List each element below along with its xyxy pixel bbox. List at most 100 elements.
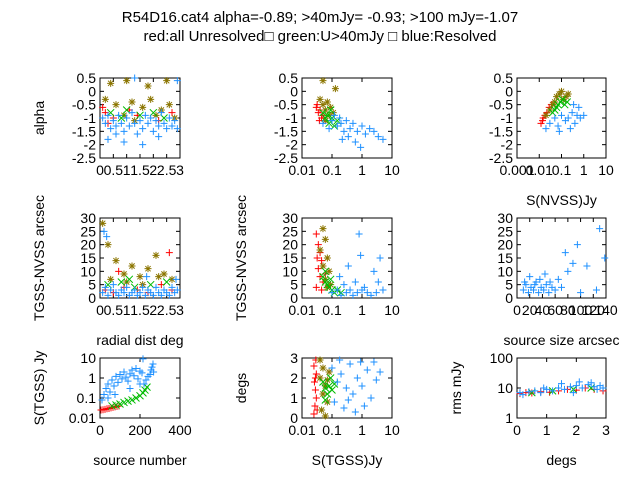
data-point-blue xyxy=(328,117,336,125)
y-tick-label: 25 xyxy=(282,223,298,239)
data-point-red xyxy=(115,267,123,275)
data-point-blue xyxy=(363,289,371,297)
data-point-olive xyxy=(139,103,147,111)
data-point-red xyxy=(165,249,173,257)
data-point-olive xyxy=(107,275,115,283)
data-point-blue xyxy=(570,101,578,109)
data-point-green xyxy=(326,374,335,382)
data-point-blue xyxy=(592,286,600,294)
data-point-olive xyxy=(323,98,331,106)
data-point-olive xyxy=(104,241,112,249)
data-point-blue xyxy=(99,289,107,297)
y-tick-label: 25 xyxy=(80,223,96,239)
y-tick-label: 10 xyxy=(80,263,96,279)
x-tick-label: 1 xyxy=(358,422,366,438)
y-tick-label: 25 xyxy=(497,223,513,239)
data-point-blue xyxy=(349,291,357,299)
data-point-blue xyxy=(357,358,365,366)
panel-p7: 0 200 400 10 1 0.1 0.01 source number S(TGSS) Jy xyxy=(31,350,192,468)
x-tick-label: 0.001 xyxy=(499,162,534,178)
x-axis-label: source number xyxy=(93,452,187,468)
y-tick-label: 5 xyxy=(290,277,298,293)
data-point-blue xyxy=(130,372,138,380)
data-point-blue xyxy=(120,368,128,376)
x-tick-label: 0 xyxy=(96,162,104,178)
data-point-blue xyxy=(128,109,136,117)
data-point-blue xyxy=(328,289,336,297)
y-tick-label: -1 xyxy=(501,110,514,126)
data-point-blue xyxy=(144,119,152,127)
x-tick-label: 0 xyxy=(96,302,104,318)
data-point-blue xyxy=(587,379,595,387)
data-point-blue xyxy=(120,289,128,297)
y-tick-label: 10 xyxy=(80,350,96,366)
data-point-green xyxy=(162,278,171,286)
data-point-blue xyxy=(146,370,154,378)
y-tick-label: -1 xyxy=(286,110,299,126)
data-point-green xyxy=(319,378,327,386)
data-point-red xyxy=(318,286,326,294)
data-point-blue xyxy=(150,368,158,376)
data-point-olive xyxy=(558,87,565,95)
data-point-green xyxy=(117,278,126,286)
y-tick-label: 20 xyxy=(80,237,96,253)
data-point-olive xyxy=(112,101,120,109)
data-point-blue xyxy=(160,119,168,127)
data-point-green xyxy=(132,394,140,402)
data-point-red xyxy=(313,254,321,262)
data-point-blue xyxy=(349,390,357,398)
data-point-blue xyxy=(546,119,554,127)
data-point-green xyxy=(563,98,572,106)
data-point-blue xyxy=(117,119,125,127)
data-point-blue xyxy=(336,356,344,364)
data-point-blue xyxy=(141,291,149,299)
data-point-blue xyxy=(333,122,341,130)
data-point-olive xyxy=(323,254,331,262)
data-point-blue xyxy=(540,384,548,392)
y-tick-label: -0.5 xyxy=(72,97,96,113)
data-point-blue xyxy=(521,278,529,286)
y-tick-label: -1.5 xyxy=(274,123,298,139)
data-point-olive xyxy=(316,246,324,254)
data-point-blue xyxy=(163,125,171,133)
data-point-olive xyxy=(319,364,327,372)
y-tick-label: 0 xyxy=(290,290,298,306)
data-point-blue xyxy=(100,390,108,398)
x-tick-label: 2 xyxy=(572,422,580,438)
plot-frame xyxy=(301,77,393,159)
data-point-blue xyxy=(139,283,147,291)
plot-frame xyxy=(99,217,181,299)
data-point-olive xyxy=(564,90,572,98)
data-point-blue xyxy=(133,130,141,138)
data-point-blue xyxy=(143,273,151,281)
x-tick-label: 1 xyxy=(123,162,131,178)
y-tick-label: 15 xyxy=(497,250,513,266)
data-point-olive xyxy=(327,281,335,289)
data-point-blue xyxy=(344,396,352,404)
data-point-blue xyxy=(136,289,144,297)
y-tick-label: 2 xyxy=(290,370,298,386)
y-tick-label: 10 xyxy=(497,263,513,279)
data-point-olive xyxy=(321,235,329,243)
data-point-olive xyxy=(160,270,168,278)
data-point-blue xyxy=(131,74,139,82)
data-point-blue xyxy=(342,289,350,297)
data-point-blue xyxy=(353,374,361,382)
data-point-blue xyxy=(107,125,115,133)
data-point-blue xyxy=(171,117,179,125)
data-point-blue xyxy=(344,133,352,141)
data-point-blue xyxy=(578,384,586,392)
data-point-blue xyxy=(519,391,527,399)
data-point-blue xyxy=(128,366,136,374)
data-point-olive xyxy=(319,390,327,398)
data-point-blue xyxy=(120,138,128,146)
data-point-blue xyxy=(126,370,134,378)
data-point-red xyxy=(318,257,326,265)
data-point-blue xyxy=(333,378,341,386)
data-point-blue xyxy=(149,360,157,368)
data-point-blue xyxy=(542,281,550,289)
data-point-blue xyxy=(152,117,160,125)
data-point-blue xyxy=(351,138,359,146)
y-tick-label: 1 xyxy=(88,370,96,386)
